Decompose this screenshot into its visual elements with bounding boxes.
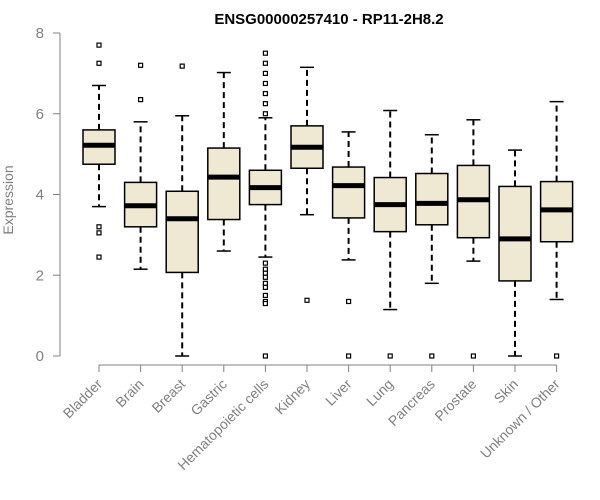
x-tick-label: Brain: [112, 376, 146, 410]
box-gastric: [207, 71, 241, 252]
outlier-point: [470, 353, 476, 359]
outlier-point: [262, 50, 268, 56]
box-pancreas: [415, 133, 449, 359]
outlier-point: [138, 97, 144, 103]
box-iqr: [207, 147, 241, 221]
outlier-point: [262, 70, 268, 76]
box-brain: [123, 62, 158, 270]
y-tick-label: 2: [36, 267, 44, 284]
y-tick-label: 4: [36, 187, 44, 204]
outlier-point: [262, 284, 268, 290]
outlier-point: [262, 300, 268, 307]
y-axis-label: Expression: [0, 165, 16, 234]
x-tick-label: Lung: [363, 376, 396, 409]
outlier-point: [262, 260, 268, 266]
outlier-point: [304, 297, 310, 303]
x-tick-label: Prostate: [431, 376, 479, 424]
outlier-point: [96, 254, 102, 260]
chart-title: ENSG00000257410 - RP11-2H8.2: [214, 11, 443, 28]
outlier-point: [262, 280, 268, 286]
box-iqr: [165, 190, 199, 274]
box-hematopoietic-cells: [248, 50, 283, 359]
x-tick-label: Liver: [322, 376, 355, 409]
y-axis: 0 2 4 6 8: [36, 25, 61, 365]
outlier-point: [262, 111, 268, 117]
box-breast: [165, 63, 199, 357]
outlier-point: [346, 298, 352, 305]
outlier-point: [96, 224, 102, 230]
box-liver: [331, 131, 366, 359]
x-tick-label: Unknown / Other: [477, 376, 563, 462]
box-lung: [373, 109, 407, 359]
outlier-point: [262, 90, 268, 97]
box-iqr: [498, 185, 532, 282]
outlier-point: [262, 60, 268, 66]
outlier-point: [179, 63, 185, 69]
box-iqr: [331, 166, 366, 219]
outlier-point: [262, 292, 268, 299]
outlier-point: [96, 230, 102, 236]
outlier-point: [553, 353, 560, 359]
box-iqr: [415, 172, 449, 226]
outlier-point: [262, 274, 268, 280]
outlier-point: [138, 62, 144, 68]
box-prostate: [456, 119, 491, 359]
plot-area: [82, 42, 574, 359]
outlier-point: [429, 353, 435, 359]
outlier-point: [262, 266, 268, 272]
outlier-point: [96, 60, 102, 66]
box-bladder: [82, 42, 116, 260]
y-tick-label: 0: [36, 348, 44, 365]
box-skin: [498, 149, 532, 357]
x-tick-label: Kidney: [272, 376, 314, 418]
x-tick-label: Breast: [148, 376, 188, 416]
outlier-point: [262, 80, 268, 87]
outlier-point: [346, 353, 352, 359]
outlier-point: [262, 101, 268, 107]
x-tick-label: Bladder: [60, 376, 106, 422]
outlier-point: [96, 42, 102, 48]
y-tick-label: 6: [36, 106, 44, 123]
x-tick-label: Skin: [491, 376, 522, 407]
outlier-point: [387, 353, 393, 359]
box-unknown-other: [539, 100, 574, 359]
outlier-point: [262, 270, 268, 276]
box-kidney: [290, 66, 324, 303]
y-tick-label: 8: [36, 25, 44, 42]
outlier-point: [262, 353, 268, 359]
